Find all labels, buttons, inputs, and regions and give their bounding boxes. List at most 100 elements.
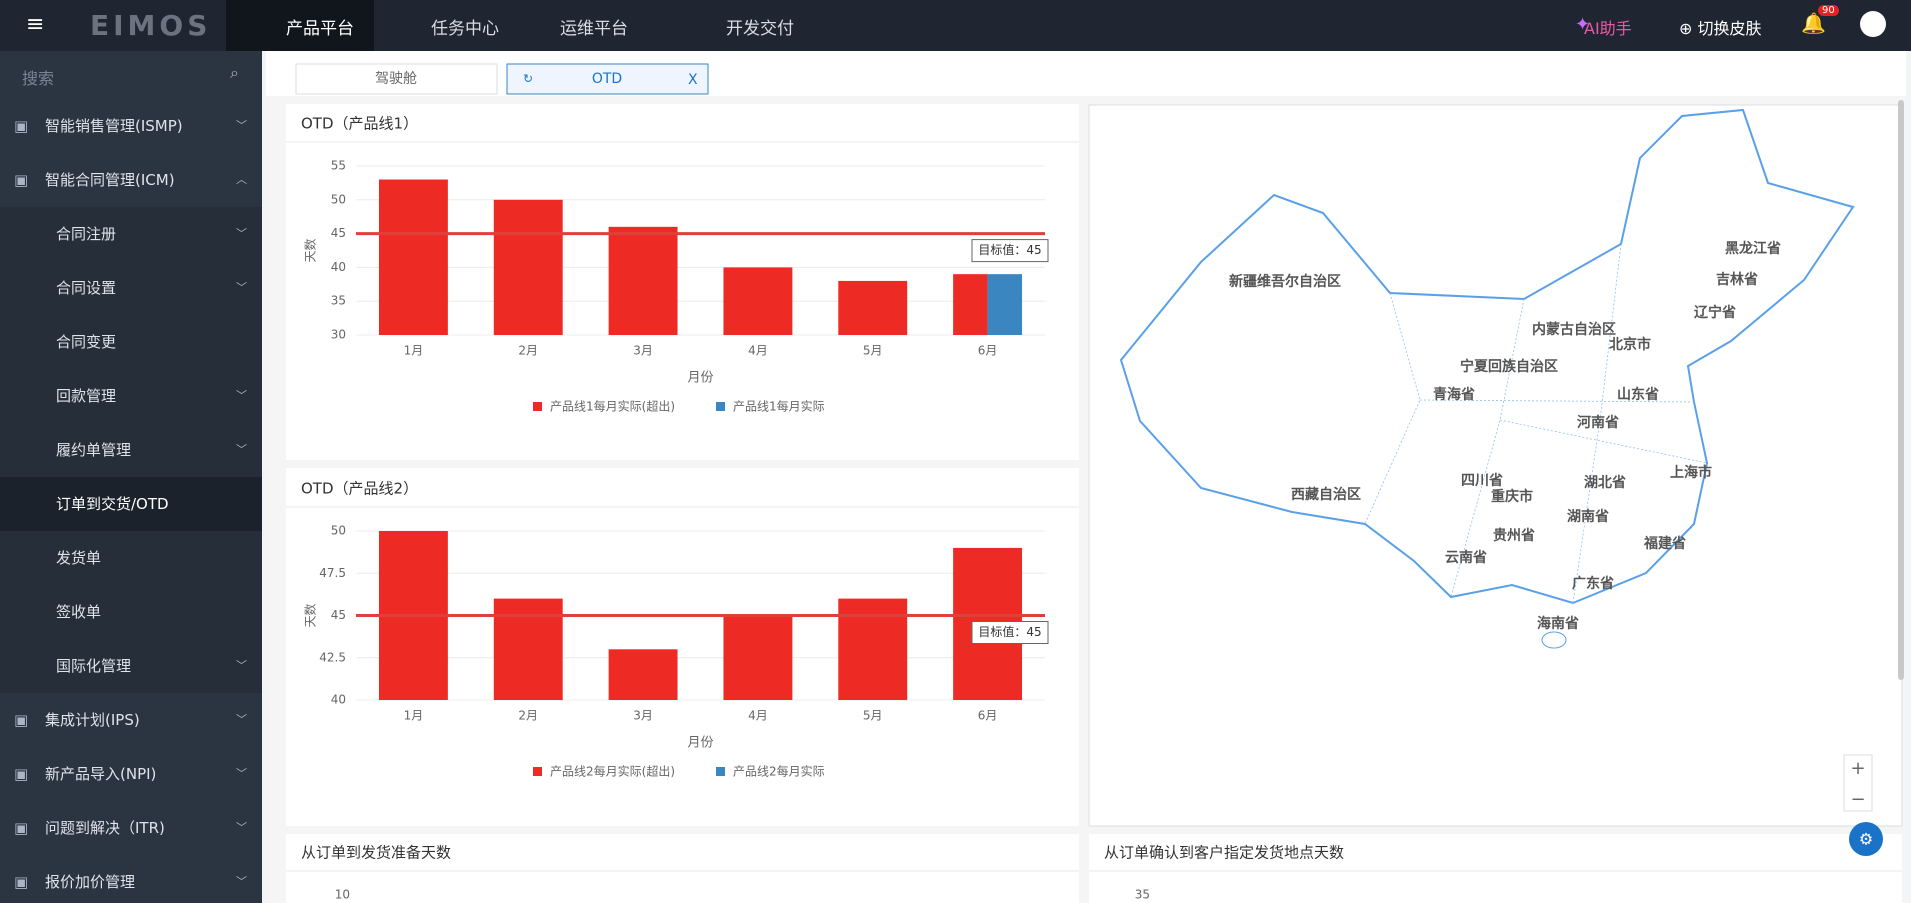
menu-label: 订单到交货/OTD (56, 495, 169, 513)
chevron: ﹀ (236, 119, 247, 132)
y-tick-label: 10 (335, 888, 350, 902)
y-axis-label: 天数 (303, 603, 318, 627)
menu-label: 新产品导入(NPI) (45, 765, 157, 783)
legend-label: 产品线2每月实际(超出) (550, 764, 675, 779)
hainan (1541, 631, 1567, 649)
menu-item[interactable]: 签收单 (0, 585, 262, 639)
legend-label: 产品线1每月实际 (733, 399, 825, 414)
menu-item[interactable]: 智能销售管理(ISMP) ▣ ﹀ (0, 99, 262, 153)
province-label: 重庆市 (1491, 488, 1533, 505)
province-label: 宁夏回族自治区 (1460, 358, 1558, 375)
chart-title: OTD（产品线1） (301, 115, 418, 133)
menu-label: 报价加价管理 (45, 873, 136, 891)
menu-label: 合同设置 (56, 279, 117, 297)
china-outline (1119, 108, 1855, 605)
menu-item[interactable]: 运维平台 (560, 19, 628, 39)
menu-label: 问题到解决（ITR) (45, 819, 165, 837)
menu-item[interactable]: 履约单管理 ﹀ (0, 423, 262, 477)
skin-label: 切换皮肤 (1697, 19, 1762, 38)
legend-label: 产品线2每月实际 (733, 764, 825, 779)
menu-item[interactable]: 合同变更 (0, 315, 262, 369)
zoom-out[interactable]: − (1850, 789, 1865, 810)
y-tick-label: 45 (331, 226, 346, 240)
menu-item[interactable]: 国际化管理 ﹀ (0, 639, 262, 693)
menu-item[interactable]: 问题到解决（ITR) ▣ ﹀ (0, 801, 262, 855)
tab-label: 驾驶舱 (375, 71, 417, 87)
menu-icon[interactable]: ≡ (26, 12, 45, 37)
bar (838, 598, 908, 700)
menu-item[interactable]: 开发交付 (726, 19, 794, 39)
menu-item-active[interactable]: 订单到交货/OTD (0, 477, 262, 531)
menu-item[interactable]: 合同注册 ﹀ (0, 207, 262, 261)
province-label: 北京市 (1609, 336, 1651, 353)
close-icon[interactable]: X (688, 72, 698, 88)
target-label-box (971, 239, 1049, 263)
tab[interactable] (295, 63, 498, 95)
zoom-buttons[interactable] (1843, 754, 1873, 812)
province-label: 福建省 (1643, 535, 1686, 552)
menu-label: 集成计划(IPS) (45, 711, 140, 729)
x-tick-label: 5月 (863, 344, 883, 358)
search-placeholder: 搜索 (22, 69, 55, 88)
y-tick-label: 55 (331, 159, 346, 173)
y-tick-label: 40 (331, 260, 346, 274)
legend-label: 产品线1每月实际(超出) (550, 399, 675, 414)
settings-icon: ⚙ (1859, 830, 1873, 849)
menu-item[interactable]: 产品平台 (286, 19, 354, 39)
scrollbar (1898, 100, 1904, 680)
chevron: ﹀ (236, 389, 247, 402)
settings-button[interactable] (1849, 822, 1883, 856)
avatar[interactable] (1860, 11, 1886, 37)
skin-button[interactable]: ⊕ 切换皮肤 (1679, 19, 1762, 38)
x-tick-label: 6月 (978, 709, 998, 723)
province-label: 上海市 (1670, 464, 1712, 481)
bar (953, 274, 988, 335)
province-label: 广东省 (1572, 575, 1614, 592)
menu-item[interactable]: 回款管理 ﹀ (0, 369, 262, 423)
province-label: 贵州省 (1493, 527, 1535, 544)
menu-icon: ▣ (14, 873, 29, 891)
x-tick-label: 4月 (748, 709, 768, 723)
target-label: 目标值：45 (978, 624, 1041, 639)
menu-item[interactable]: 报价加价管理 ▣ ﹀ (0, 855, 262, 903)
target-label: 目标值：45 (978, 242, 1041, 257)
menu-label: 回款管理 (56, 387, 117, 405)
province-label: 山东省 (1617, 386, 1659, 403)
panel-title: 从订单到发货准备天数 (301, 844, 451, 862)
menu-label: 发货单 (56, 549, 102, 567)
ai-button[interactable]: AI助手 (1584, 19, 1632, 38)
tab-active[interactable] (506, 63, 709, 95)
tab-label: OTD (592, 71, 622, 87)
menu-item[interactable]: 合同设置 ﹀ (0, 261, 262, 315)
province-label: 湖北省 (1584, 474, 1626, 491)
menu-item[interactable]: 智能合同管理(ICM) ▣ ︿ (0, 153, 262, 207)
active-menu-bg (226, 0, 374, 51)
province-label: 辽宁省 (1694, 304, 1736, 321)
menu-label: 合同注册 (56, 225, 117, 243)
menu-item[interactable]: 集成计划(IPS) ▣ ﹀ (0, 693, 262, 747)
y-tick-label: 50 (331, 192, 346, 206)
chevron: ﹀ (236, 659, 247, 672)
chevron: ﹀ (236, 821, 247, 834)
zoom-in[interactable]: + (1850, 758, 1865, 779)
menu-label: 国际化管理 (56, 657, 132, 675)
panel (286, 834, 1079, 903)
menu-item[interactable]: 任务中心 (431, 19, 499, 39)
y-tick-label: 35 (1135, 888, 1150, 902)
panel (1089, 834, 1902, 903)
x-tick-label: 2月 (518, 709, 538, 723)
chevron: ﹀ (236, 443, 247, 456)
y-tick-label: 47.5 (319, 566, 346, 580)
bar (723, 267, 793, 335)
y-axis-label: 天数 (303, 238, 318, 262)
x-axis-label: 月份 (687, 371, 713, 386)
menu-label: 签收单 (56, 603, 102, 621)
y-tick-label: 35 (331, 294, 346, 308)
y-tick-label: 45 (331, 608, 346, 622)
menu-item[interactable]: 发货单 (0, 531, 262, 585)
badge: 90 (1818, 5, 1839, 16)
province-label: 四川省 (1461, 472, 1503, 489)
menu-item[interactable]: 新产品导入(NPI) ▣ ﹀ (0, 747, 262, 801)
